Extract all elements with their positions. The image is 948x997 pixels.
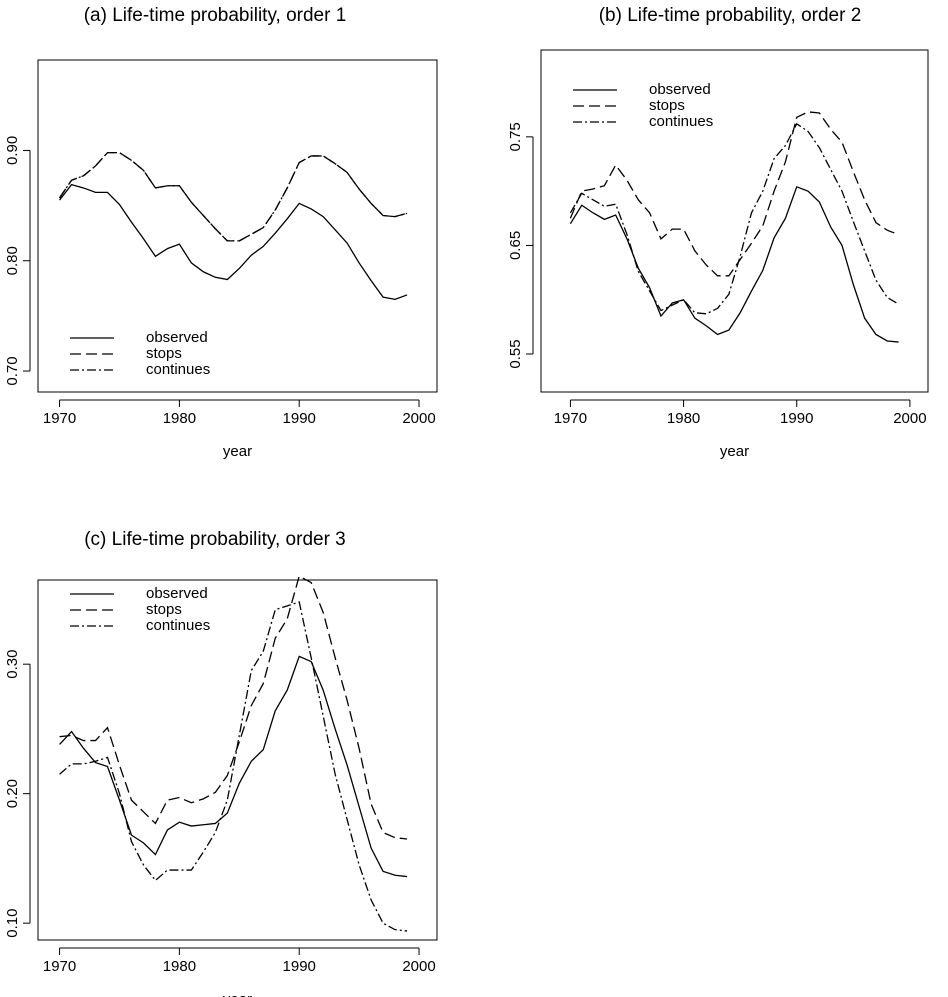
x-tick-label: 1980 [667,410,700,427]
series-line [569,111,899,277]
x-tick-label: 1990 [283,410,316,427]
chart-title: (a) Life-time probability, order 1 [84,5,347,26]
series-line [59,655,408,878]
legend-label: continues [146,361,210,378]
legend-label: stops [146,601,182,618]
x-tick-label: 1980 [163,958,196,975]
y-tick-label: 0.80 [4,246,21,275]
y-tick-label: 0.70 [4,356,21,385]
x-tick-label: 1970 [554,410,587,427]
plot-frame [540,49,929,393]
legend-label: observed [146,585,208,602]
y-tick-label: 0.20 [4,779,21,808]
series-line [569,122,899,315]
x-tick-label: 2000 [402,410,435,427]
series-line [59,183,408,301]
plot-frame [37,579,438,941]
y-tick-label: 0.10 [4,909,21,938]
series-line [59,152,408,242]
y-tick-label: 0.75 [507,122,524,151]
legend-label: continues [649,113,713,130]
x-axis-label: year [720,443,749,460]
legend-label: stops [649,97,685,114]
legend-label: observed [649,81,711,98]
x-axis-label: year [223,443,252,460]
y-tick-label: 0.90 [4,136,21,165]
x-tick-label: 1990 [283,958,316,975]
legend-label: stops [146,345,182,362]
x-axis-label: year [223,991,252,997]
chart-title: (b) Life-time probability, order 2 [599,5,862,26]
x-tick-label: 1980 [163,410,196,427]
legend-label: observed [146,329,208,346]
series-line [59,601,408,932]
y-tick-label: 0.65 [507,231,524,260]
plot-frame [37,59,438,393]
x-tick-label: 1970 [43,958,76,975]
x-tick-label: 1990 [780,410,813,427]
x-tick-label: 1970 [43,410,76,427]
x-tick-label: 2000 [893,410,926,427]
chart-title: (c) Life-time probability, order 3 [84,529,346,550]
series-line [59,575,408,840]
legend-label: continues [146,617,210,634]
y-tick-label: 0.30 [4,650,21,679]
y-tick-label: 0.55 [507,339,524,368]
x-tick-label: 2000 [402,958,435,975]
series-line [569,185,899,343]
